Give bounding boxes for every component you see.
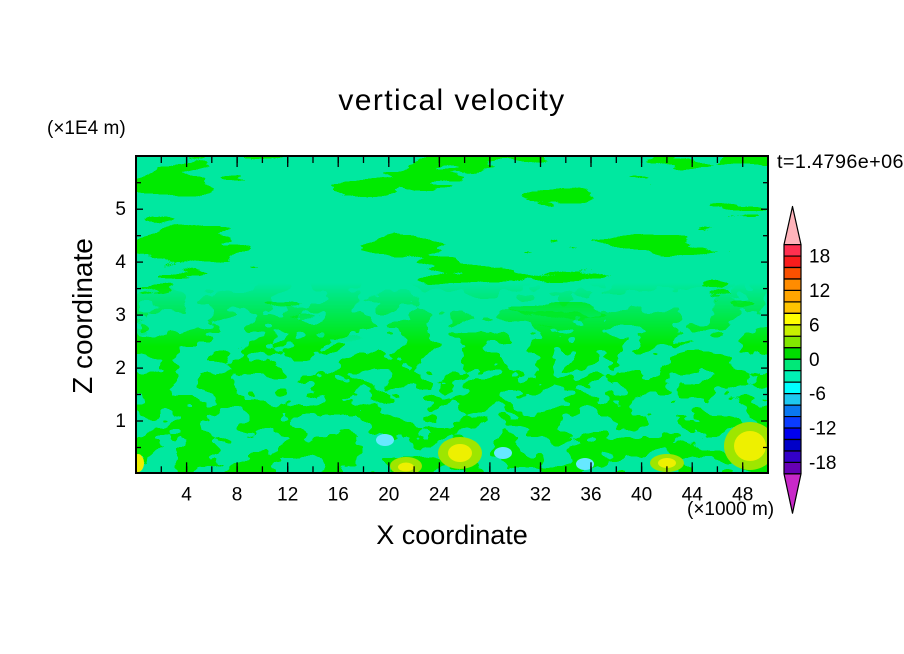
svg-text:36: 36 bbox=[580, 484, 601, 505]
svg-text:-6: -6 bbox=[809, 384, 826, 405]
svg-text:40: 40 bbox=[631, 484, 652, 505]
svg-text:t=1.4796e+06: t=1.4796e+06 bbox=[777, 151, 904, 173]
svg-text:18: 18 bbox=[809, 247, 830, 268]
svg-text:4: 4 bbox=[181, 484, 192, 505]
svg-text:16: 16 bbox=[328, 484, 349, 505]
svg-text:0: 0 bbox=[809, 350, 820, 371]
svg-text:(×1000 m): (×1000 m) bbox=[687, 499, 774, 520]
svg-text:vertical velocity: vertical velocity bbox=[338, 84, 565, 117]
svg-text:8: 8 bbox=[232, 484, 243, 505]
svg-text:20: 20 bbox=[378, 484, 399, 505]
svg-text:3: 3 bbox=[115, 305, 126, 326]
svg-text:X coordinate: X coordinate bbox=[376, 520, 528, 550]
svg-text:-18: -18 bbox=[809, 453, 836, 474]
svg-text:28: 28 bbox=[479, 484, 500, 505]
svg-text:2: 2 bbox=[115, 358, 126, 379]
svg-text:24: 24 bbox=[429, 484, 451, 505]
svg-text:1: 1 bbox=[115, 411, 126, 432]
svg-text:(×1E4 m): (×1E4 m) bbox=[47, 118, 126, 139]
svg-text:12: 12 bbox=[809, 281, 830, 302]
svg-text:Z coordinate: Z coordinate bbox=[67, 238, 98, 394]
svg-text:5: 5 bbox=[115, 199, 126, 220]
svg-text:-12: -12 bbox=[809, 419, 836, 440]
svg-text:32: 32 bbox=[530, 484, 551, 505]
svg-text:6: 6 bbox=[809, 315, 820, 336]
svg-text:12: 12 bbox=[277, 484, 298, 505]
svg-text:4: 4 bbox=[115, 252, 126, 273]
